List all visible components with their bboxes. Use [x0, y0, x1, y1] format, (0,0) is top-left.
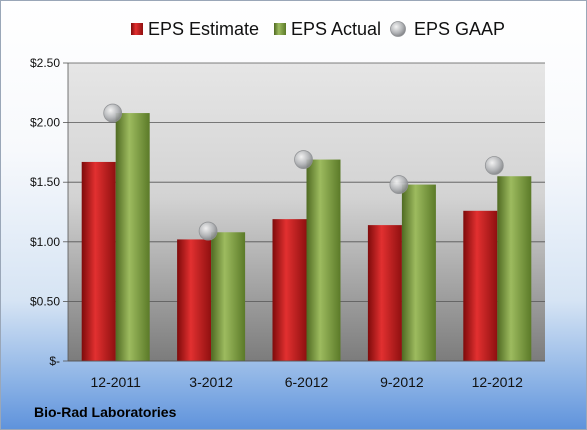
legend-swatch-actual: [274, 23, 286, 35]
x-tick-label: 12-2012: [472, 374, 524, 390]
bar-eps-actual-9-2012: [401, 184, 436, 361]
marker-eps-gaap-12-2011: [103, 103, 123, 123]
x-tick-label: 9-2012: [380, 374, 424, 390]
legend-item-eps-gaap: EPS GAAP: [390, 19, 505, 39]
marker-eps-gaap-6-2012: [294, 150, 313, 169]
x-tick-label: 12-2011: [91, 374, 142, 390]
bar-eps-actual-12-2011: [115, 113, 150, 362]
bars: [81, 113, 532, 362]
x-axis: 12-2011 3-2012 6-2012 9-2012 12-2012: [68, 360, 545, 390]
marker-eps-gaap-3-2012: [198, 221, 218, 241]
marker-eps-gaap-12-2012: [484, 156, 504, 175]
y-tick-label: $1.50: [30, 175, 60, 189]
y-tick-label: $2.50: [30, 56, 60, 70]
legend-label-gaap: EPS GAAP: [414, 19, 505, 39]
legend-item-eps-estimate: EPS Estimate: [131, 19, 259, 39]
bar-eps-estimate-12-2012: [463, 210, 498, 361]
legend-swatch-gaap: [390, 21, 406, 37]
bar-eps-estimate-12-2011: [81, 161, 116, 361]
y-tick-label: $1.00: [30, 235, 60, 249]
legend-item-eps-actual: EPS Actual: [274, 19, 381, 39]
bar-eps-actual-12-2012: [497, 176, 532, 361]
x-tick-label: 6-2012: [285, 374, 329, 390]
y-axis: $- $0.50 $1.00 $1.50 $2.00 $2.50: [30, 56, 69, 368]
legend: EPS Estimate EPS Actual EPS GAAP: [131, 19, 505, 39]
bar-eps-estimate-9-2012: [367, 225, 402, 361]
legend-label-actual: EPS Actual: [291, 19, 381, 39]
bar-eps-estimate-3-2012: [177, 239, 212, 361]
bar-eps-estimate-6-2012: [272, 219, 307, 361]
y-tick-label: $0.50: [30, 294, 60, 308]
x-tick-label: 3-2012: [189, 374, 233, 390]
gaap-markers: [103, 103, 504, 241]
y-tick-label: $2.00: [30, 116, 60, 130]
marker-eps-gaap-9-2012: [389, 175, 409, 194]
bar-eps-actual-6-2012: [306, 159, 341, 361]
legend-label-estimate: EPS Estimate: [148, 19, 259, 39]
y-tick-label: $-: [49, 354, 60, 368]
bar-eps-actual-3-2012: [211, 232, 246, 361]
company-name: Bio-Rad Laboratories: [34, 404, 177, 420]
legend-swatch-estimate: [131, 23, 143, 35]
